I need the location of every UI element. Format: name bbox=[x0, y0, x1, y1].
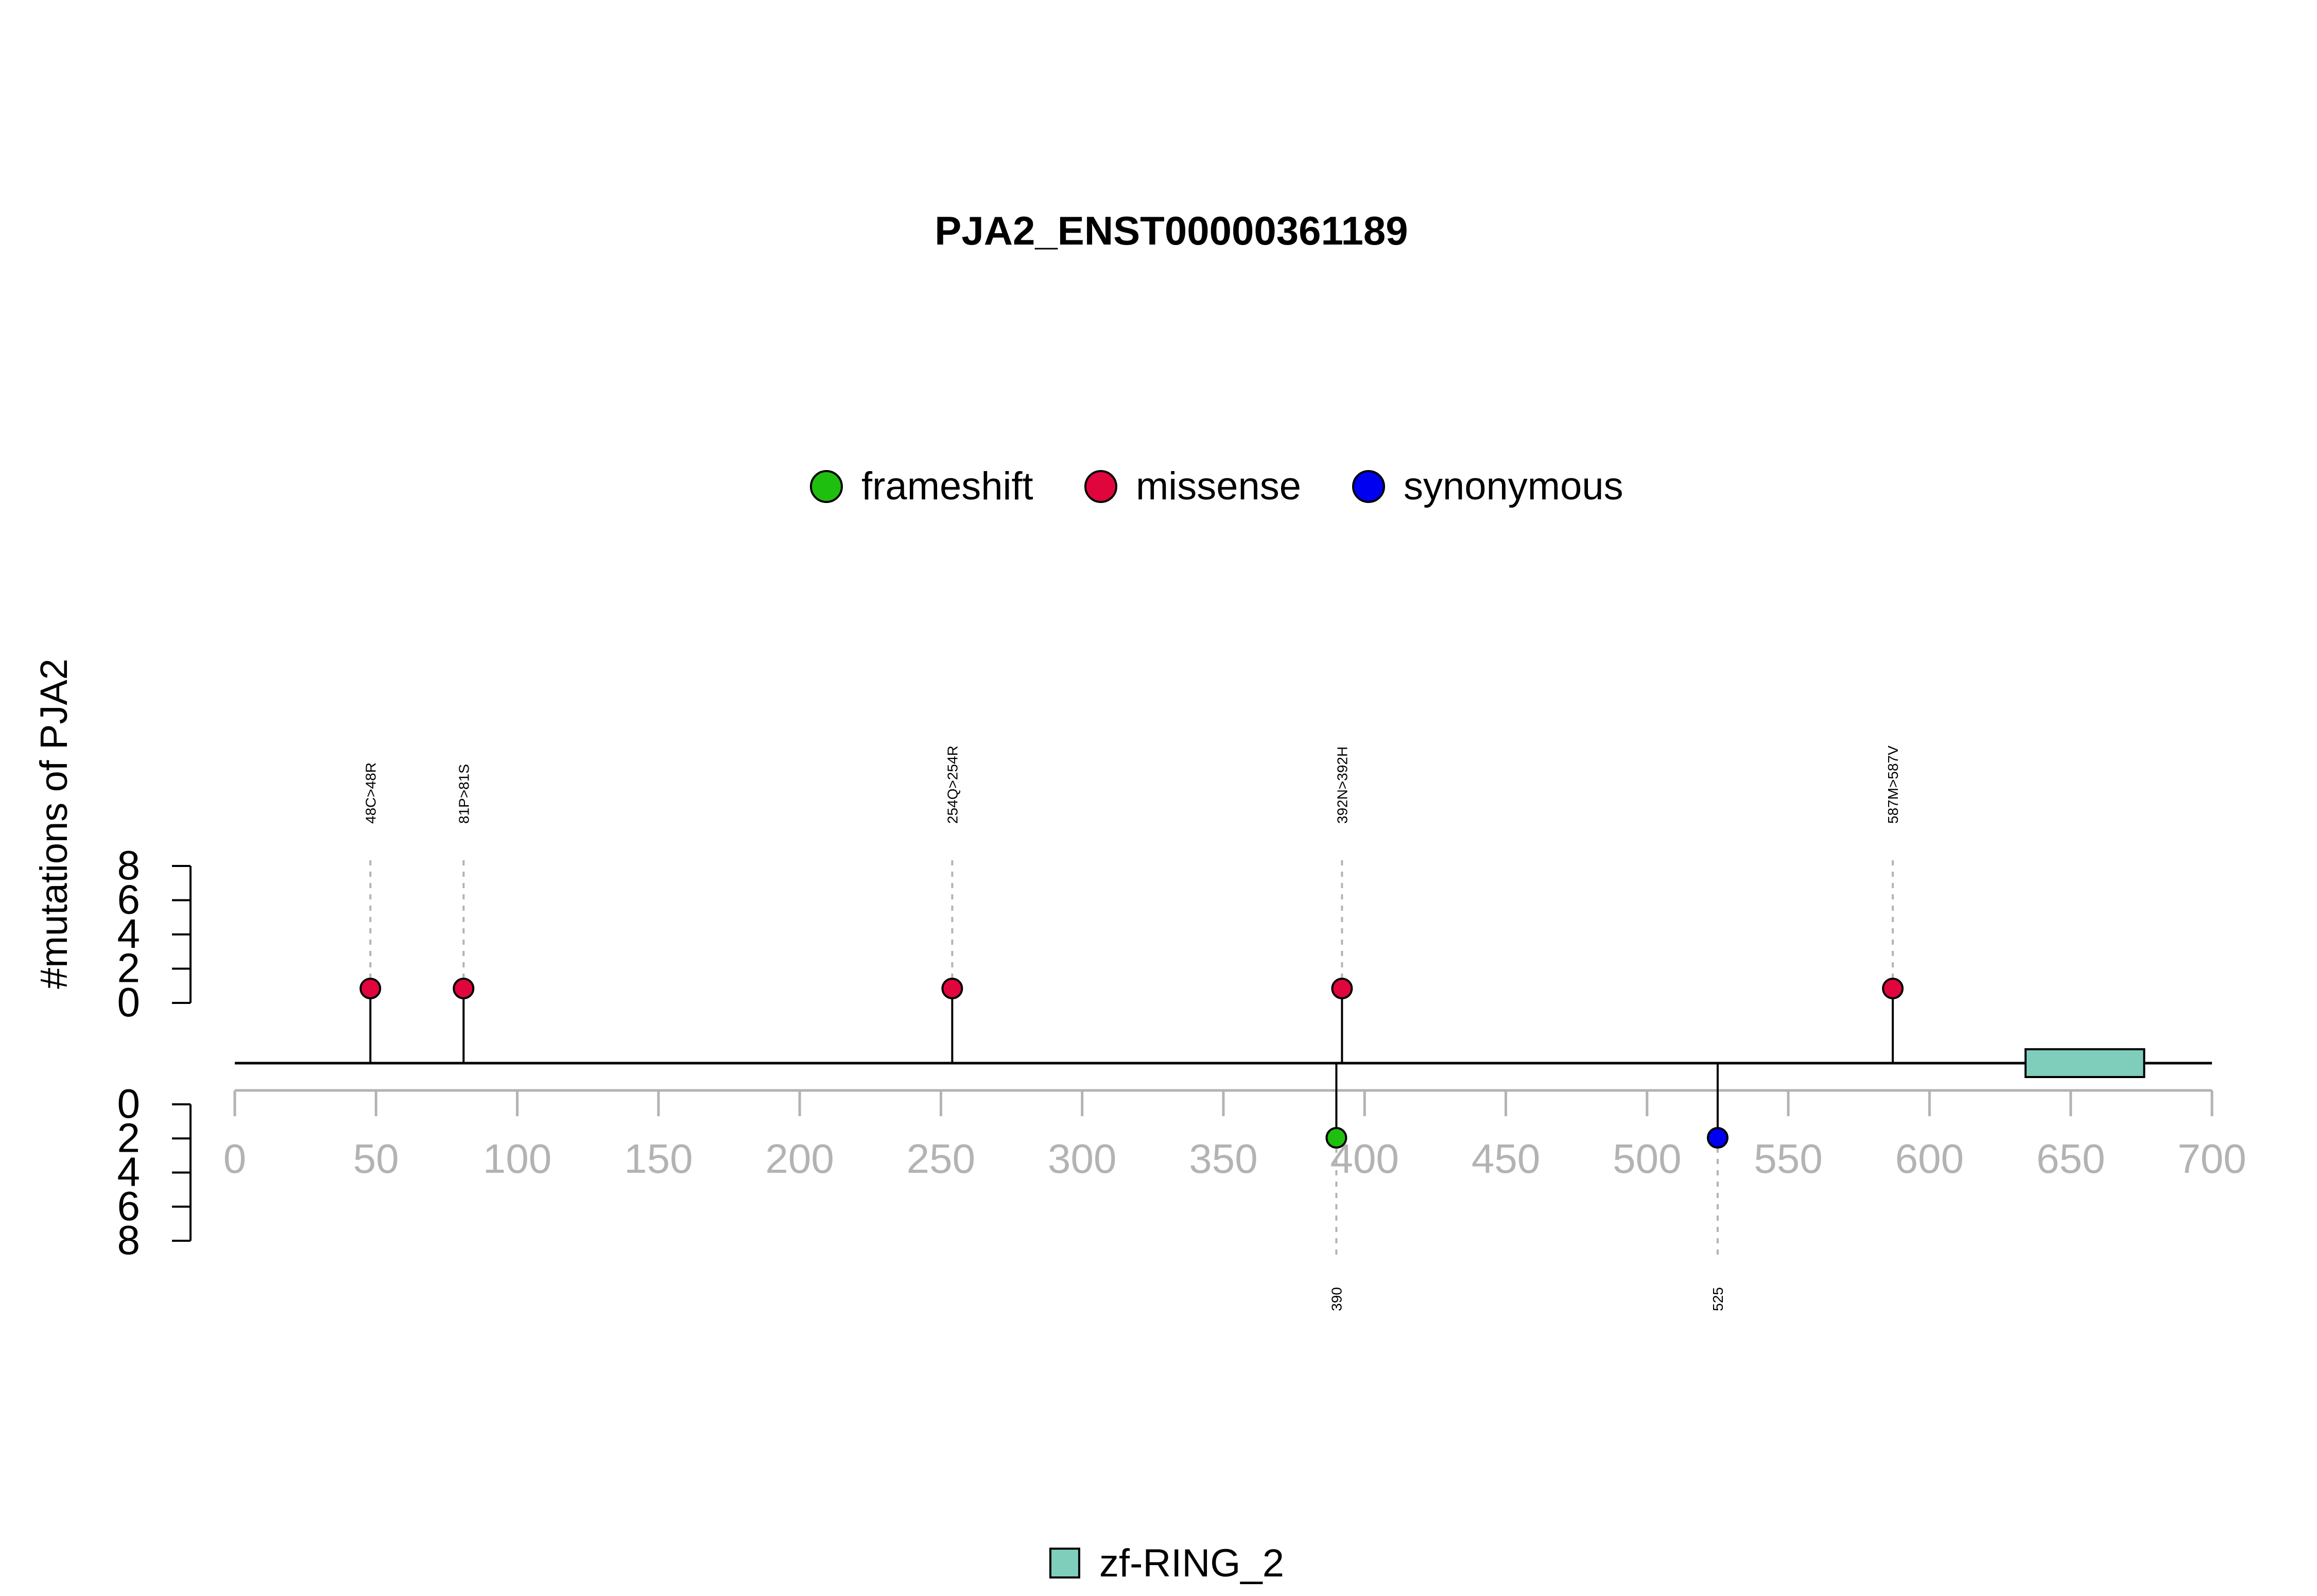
mutation-labels: 48C>48R 81P>81S 254Q>254R 392N>392H 587M>587… bbox=[362, 745, 1901, 1311]
y-top-tick-label: 6 bbox=[117, 877, 141, 923]
legend-label-frameshift: frameshift bbox=[861, 464, 1033, 508]
lollipop-head-missense bbox=[453, 978, 475, 999]
mutation-label: 392N>392H bbox=[1334, 747, 1350, 824]
mutation-label: 48C>48R bbox=[362, 762, 378, 824]
domain-zf-RING_2 bbox=[2024, 1048, 2146, 1078]
lollipop-head-synonymous bbox=[1707, 1127, 1728, 1149]
y-top-tick-label: 2 bbox=[117, 945, 141, 991]
x-tick-label: 500 bbox=[1613, 1136, 1681, 1182]
mutation-label: 587M>587V bbox=[1885, 745, 1901, 824]
lollipop-head-missense bbox=[941, 978, 963, 999]
y-bottom-tick-label: 0 bbox=[117, 1081, 141, 1126]
y-bottom-tick-label: 2 bbox=[117, 1115, 141, 1160]
x-tick-label: 300 bbox=[1048, 1136, 1116, 1182]
y-top-tick-label: 4 bbox=[117, 911, 141, 957]
y-axis-label: #mutations of PJA2 bbox=[32, 658, 75, 989]
domain-legend-swatch bbox=[1049, 1548, 1080, 1578]
mutation-label: 254Q>254R bbox=[944, 745, 960, 824]
lollipop-stems bbox=[369, 859, 1894, 1256]
x-tick-label: 200 bbox=[765, 1136, 834, 1182]
x-tick-label: 50 bbox=[353, 1136, 399, 1182]
y-bottom-tick-label: 6 bbox=[117, 1183, 141, 1229]
legend-label-missense: missense bbox=[1136, 464, 1301, 508]
x-tick-label: 450 bbox=[1472, 1136, 1540, 1182]
mutation-label: 390 bbox=[1328, 1287, 1344, 1311]
x-tick-label: 550 bbox=[1754, 1136, 1822, 1182]
domain-legend: zf-RING_2 bbox=[1049, 1541, 1284, 1585]
mutation-label: 525 bbox=[1710, 1287, 1726, 1311]
y-bottom-tick-label: 4 bbox=[117, 1149, 141, 1195]
x-tick-label: 0 bbox=[223, 1136, 247, 1182]
y-bottom-tick-label: 8 bbox=[117, 1217, 141, 1263]
x-axis: 0 50 100 150 200 250 300 350 400 450 500 550 600 650 7… bbox=[223, 1089, 2246, 1182]
domain-legend-label: zf-RING_2 bbox=[1099, 1541, 1284, 1585]
mutation-type-legend: frameshift missense synonymous bbox=[810, 464, 1623, 508]
x-tick-label: 150 bbox=[624, 1136, 693, 1182]
lollipop-head-missense bbox=[1331, 978, 1353, 999]
mutation-label: 81P>81S bbox=[456, 764, 472, 824]
y-top-tick-label: 8 bbox=[117, 842, 141, 888]
chart-title: PJA2_ENST00000361189 bbox=[935, 208, 1408, 253]
lollipop-head-missense bbox=[1882, 978, 1904, 999]
x-tick-label: 600 bbox=[1895, 1136, 1964, 1182]
lollipop-heads bbox=[359, 978, 1904, 1149]
y-top-tick-label: 0 bbox=[117, 979, 141, 1025]
lollipop-head-missense bbox=[359, 978, 382, 999]
legend-swatch-frameshift bbox=[810, 470, 843, 503]
x-tick-label: 250 bbox=[907, 1136, 975, 1182]
legend-label-synonymous: synonymous bbox=[1404, 464, 1623, 508]
legend-swatch-missense bbox=[1084, 470, 1117, 503]
lollipop-head-frameshift bbox=[1325, 1127, 1347, 1149]
x-tick-label: 650 bbox=[2036, 1136, 2105, 1182]
x-tick-label: 350 bbox=[1189, 1136, 1257, 1182]
legend-swatch-synonymous bbox=[1352, 470, 1385, 503]
x-tick-label: 100 bbox=[483, 1136, 551, 1182]
protein-domains bbox=[2024, 1048, 2146, 1078]
x-tick-label: 700 bbox=[2177, 1136, 2246, 1182]
